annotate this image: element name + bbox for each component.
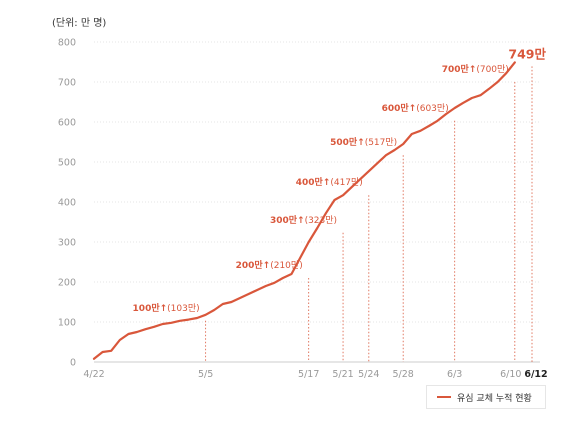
milestone-label: 100만↑(103만)	[133, 302, 200, 314]
legend: 유심 교체 누적 현황	[426, 385, 546, 409]
y-tick-label: 300	[58, 238, 76, 249]
series-line	[92, 61, 516, 360]
y-tick-label: 800	[58, 38, 76, 49]
final-value-label: 749만	[508, 46, 546, 61]
x-tick-label: 6/3	[447, 369, 462, 380]
y-tick-label: 500	[58, 158, 76, 169]
x-tick-label: 5/5	[198, 369, 213, 380]
milestone-label: 400만↑(417만)	[296, 176, 363, 188]
unit-label: (단위: 만 명)	[52, 18, 107, 29]
legend-swatch	[437, 396, 451, 398]
milestone-label: 200만↑(210만)	[236, 259, 303, 271]
y-tick-label: 0	[70, 358, 76, 369]
x-tick-label: 6/12	[524, 369, 547, 380]
milestone-label: 600만↑(603만)	[382, 102, 449, 114]
y-tick-label: 600	[58, 118, 76, 129]
x-tick-label: 6/10	[500, 369, 521, 380]
y-tick-label: 400	[58, 198, 76, 209]
y-tick-label: 700	[58, 78, 76, 89]
x-tick-label: 5/21	[332, 369, 353, 380]
x-tick-label: 5/28	[393, 369, 414, 380]
milestone-label: 500만↑(517만)	[330, 136, 397, 148]
milestone-label: 300만↑(323만)	[270, 214, 337, 226]
y-tick-label: 200	[58, 278, 76, 289]
milestone-label: 700만↑(700만)	[442, 63, 509, 75]
legend-label: 유심 교체 누적 현황	[457, 393, 532, 404]
x-tick-label: 4/22	[83, 369, 104, 380]
x-tick-label: 5/24	[358, 369, 379, 380]
y-tick-label: 100	[58, 318, 76, 329]
x-tick-label: 5/17	[298, 369, 319, 380]
